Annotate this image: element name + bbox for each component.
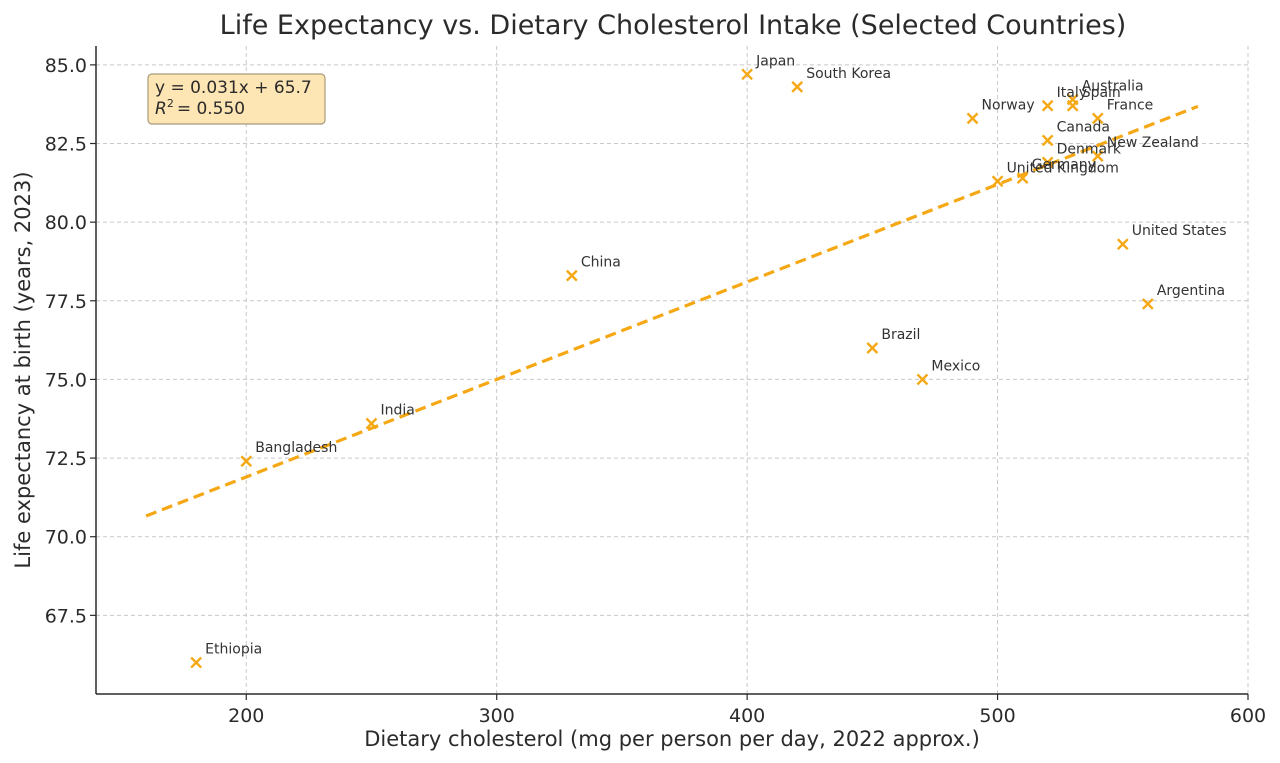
point-label: Argentina: [1157, 283, 1225, 299]
data-point: Canada: [1041, 119, 1110, 147]
point-label: Australia: [1082, 78, 1144, 94]
r-squared-symbol: R: [155, 99, 167, 119]
y-tick-label: 67.5: [45, 605, 87, 627]
r-squared-text: R2 = 0.550: [155, 97, 245, 119]
point-marker: [1116, 238, 1129, 251]
point-label: South Korea: [806, 66, 891, 82]
y-tick-label: 85.0: [45, 55, 87, 77]
data-point: Italy: [1041, 85, 1087, 112]
regression-equation: y = 0.031x + 65.7: [155, 78, 312, 98]
ticks-layer: 200 300 400 500 600 67.5 70.0 72.5 75.0 77.5 80.0 8…: [45, 55, 1266, 727]
x-tick-label: 300: [479, 705, 515, 727]
x-tick-label: 600: [1230, 705, 1266, 727]
data-point: Ethiopia: [190, 642, 262, 669]
y-axis-label: Life expectancy at birth (years, 2023): [11, 171, 35, 568]
data-point: United States: [1116, 223, 1227, 251]
point-label: Spain: [1082, 85, 1121, 101]
point-label: Mexico: [931, 358, 980, 374]
data-point: Argentina: [1141, 283, 1225, 310]
data-point: Japan: [741, 53, 795, 81]
y-tick-label: 75.0: [45, 369, 87, 391]
point-marker: [240, 455, 253, 468]
annotation-box: [147, 73, 326, 125]
data-point: Mexico: [916, 358, 980, 386]
r-squared-value: = 0.550: [177, 99, 245, 119]
point-label: Italy: [1057, 85, 1087, 101]
x-tick-label: 400: [729, 705, 765, 727]
grid-layer: [96, 46, 1249, 694]
data-point: South Korea: [791, 66, 891, 93]
data-point: China: [565, 255, 621, 282]
r-squared-superscript: 2: [167, 97, 174, 110]
point-label: China: [581, 255, 621, 271]
point-label: Brazil: [881, 327, 920, 343]
x-tick-label: 500: [979, 705, 1015, 727]
point-label: Denmark: [1057, 141, 1122, 157]
point-marker: [966, 112, 979, 125]
y-tick-label: 80.0: [45, 212, 87, 234]
point-marker: [1041, 156, 1054, 169]
point-label: Norway: [982, 97, 1035, 113]
y-tick-label: 77.5: [45, 291, 87, 313]
point-marker: [1091, 150, 1104, 162]
trendline: [145, 104, 1199, 518]
point-marker: [1041, 99, 1054, 112]
data-point: New Zealand: [1091, 135, 1199, 162]
point-marker: [365, 417, 378, 430]
points-layer: Japan South Korea AustraliaItalySpainFranc…: [190, 53, 1227, 669]
point-label: Bangladesh: [255, 440, 337, 456]
data-point: Germany: [1016, 157, 1096, 184]
point-marker: [991, 175, 1004, 188]
data-point: Spain: [1066, 85, 1121, 112]
point-marker: [916, 373, 929, 386]
regression-annotation: y = 0.031x + 65.7 R2 = 0.550: [147, 73, 326, 125]
point-marker: [866, 342, 879, 354]
axes-layer: [95, 46, 1248, 695]
data-point: India: [365, 402, 415, 430]
data-point: Bangladesh: [240, 440, 337, 468]
point-marker: [1141, 298, 1154, 310]
point-marker: [190, 656, 203, 669]
data-point: Denmark: [1041, 141, 1122, 169]
point-label: France: [1107, 97, 1154, 113]
point-label: Japan: [755, 53, 795, 69]
x-axis-label: Dietary cholesterol (mg per person per d…: [364, 727, 980, 751]
x-tick-label: 200: [228, 705, 264, 727]
point-marker: [1066, 99, 1079, 112]
point-marker: [741, 68, 753, 81]
point-label: United States: [1132, 223, 1227, 239]
point-marker: [1016, 172, 1029, 184]
point-marker: [565, 269, 578, 282]
point-label: United Kingdom: [1007, 160, 1119, 176]
data-point: France: [1091, 97, 1154, 125]
y-tick-label: 72.5: [45, 448, 87, 470]
point-label: Germany: [1032, 157, 1096, 173]
y-tick-label: 70.0: [45, 527, 87, 549]
point-label: New Zealand: [1107, 135, 1199, 151]
y-tick-label: 82.5: [45, 134, 87, 156]
point-marker: [1041, 134, 1054, 147]
point-marker: [791, 81, 804, 93]
data-point: Brazil: [866, 327, 920, 354]
point-label: Ethiopia: [205, 642, 262, 658]
point-label: India: [380, 402, 414, 418]
chart-title: Life Expectancy vs. Dietary Cholesterol …: [220, 10, 1127, 41]
point-marker: [1091, 112, 1104, 125]
data-point: United Kingdom: [991, 160, 1119, 188]
data-point: Norway: [966, 97, 1035, 125]
point-label: Canada: [1057, 119, 1110, 135]
trendline-layer: [145, 104, 1199, 518]
